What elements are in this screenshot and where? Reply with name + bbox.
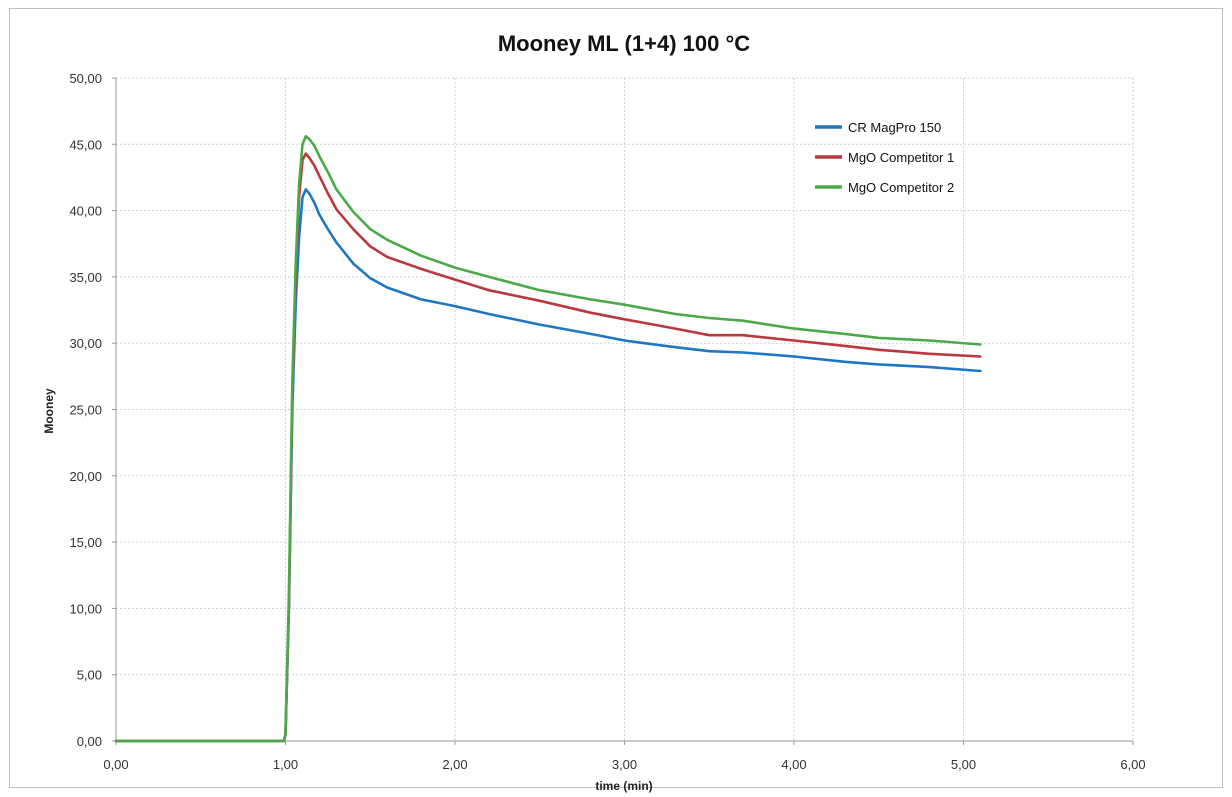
y-tick-label: 0,00: [77, 734, 102, 749]
y-tick-label: 35,00: [69, 270, 102, 285]
y-tick-label: 10,00: [69, 601, 102, 616]
y-tick-label: 5,00: [77, 668, 102, 683]
y-tick-label: 25,00: [69, 403, 102, 418]
y-tick-label: 20,00: [69, 469, 102, 484]
chart-title: Mooney ML (1+4) 100 °C: [498, 31, 750, 56]
y-tick-label: 50,00: [69, 71, 102, 86]
legend-label-1: CR MagPro 150: [848, 120, 941, 135]
y-tick-label: 15,00: [69, 535, 102, 550]
y-tick-label: 30,00: [69, 336, 102, 351]
x-tick-label: 1,00: [273, 757, 298, 772]
x-tick-label: 3,00: [612, 757, 637, 772]
y-tick-label: 40,00: [69, 204, 102, 219]
y-axis-title: Mooney: [42, 388, 56, 434]
axes: 0,00 5,00 10,00 15,00 20,00 25,00 30,00 35,00 40…: [69, 71, 1145, 772]
x-axis-title: time (min): [595, 779, 652, 793]
legend-label-3: MgO Competitor 2: [848, 180, 954, 195]
x-tick-label: 6,00: [1120, 757, 1145, 772]
series-line-2: [114, 152, 982, 743]
x-tick-label: 4,00: [781, 757, 806, 772]
series-line-3: [114, 135, 982, 743]
y-tick-label: 45,00: [69, 137, 102, 152]
grid: [116, 77, 1134, 741]
x-tick-label: 2,00: [442, 757, 467, 772]
series-lines: [114, 135, 982, 743]
x-tick-label: 0,00: [103, 757, 128, 772]
series-line-1: [114, 188, 982, 743]
chart-frame: [9, 8, 1223, 788]
x-tick-label: 5,00: [951, 757, 976, 772]
legend: CR MagPro 150 MgO Competitor 1 MgO Competi…: [815, 120, 954, 195]
legend-label-2: MgO Competitor 1: [848, 150, 954, 165]
